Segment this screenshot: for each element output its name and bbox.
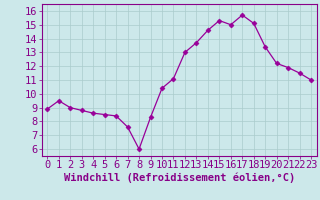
X-axis label: Windchill (Refroidissement éolien,°C): Windchill (Refroidissement éolien,°C): [64, 173, 295, 183]
